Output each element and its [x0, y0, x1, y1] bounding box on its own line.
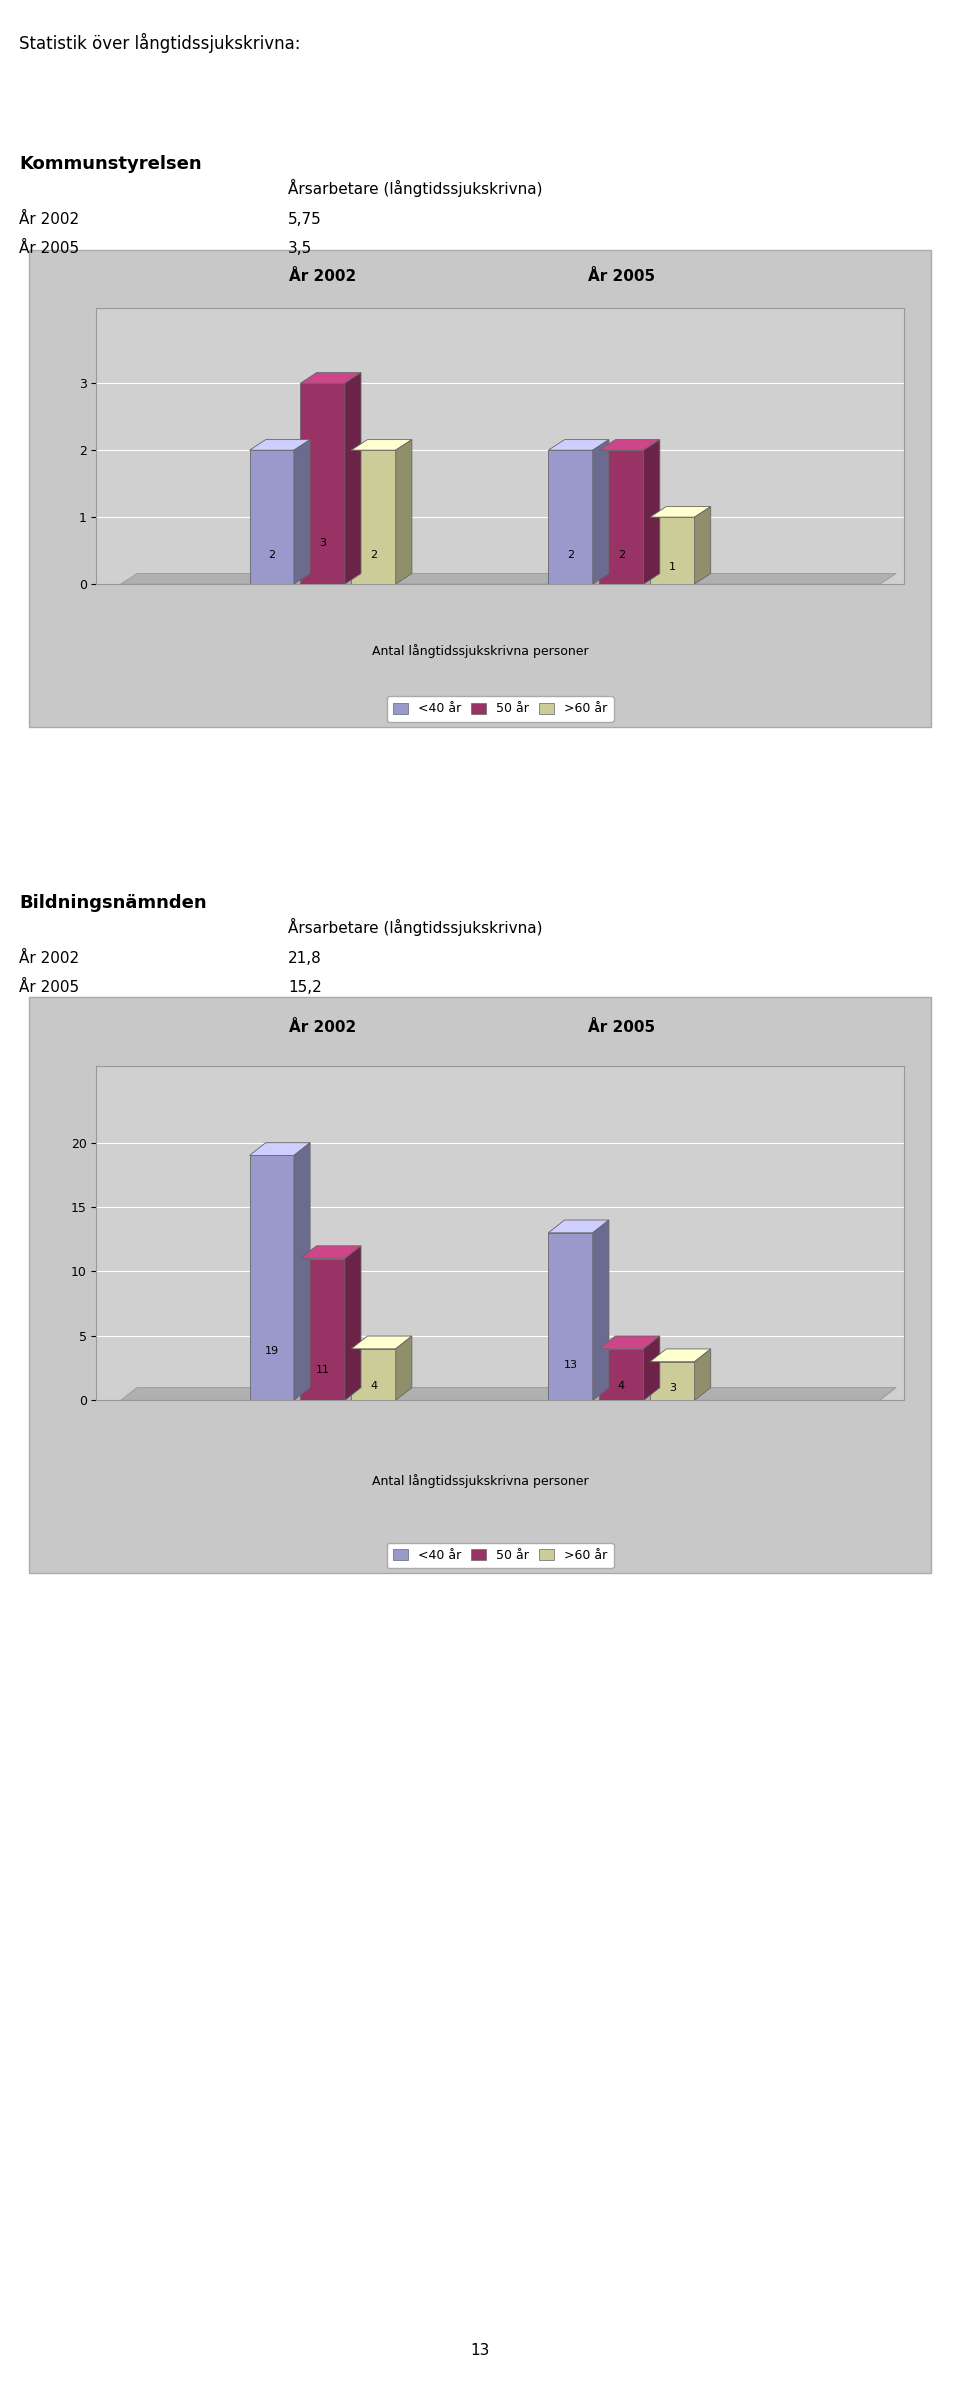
Polygon shape	[548, 439, 609, 451]
Text: 13: 13	[564, 1361, 578, 1371]
Polygon shape	[345, 1247, 361, 1399]
Bar	[599, 451, 643, 584]
Polygon shape	[643, 1335, 660, 1399]
Polygon shape	[592, 439, 609, 584]
Polygon shape	[345, 372, 361, 584]
Text: År 2005: År 2005	[588, 1020, 655, 1035]
Text: År 2005: År 2005	[19, 241, 80, 255]
Bar	[599, 1349, 643, 1399]
Polygon shape	[694, 1349, 710, 1399]
Text: Bildningsnämnden: Bildningsnämnden	[19, 894, 206, 913]
Bar	[650, 1361, 694, 1399]
Polygon shape	[351, 439, 412, 451]
Text: 2: 2	[618, 551, 625, 560]
Bar	[300, 384, 345, 584]
Text: 21,8: 21,8	[288, 951, 322, 966]
Text: År 2002: År 2002	[19, 951, 80, 966]
Text: År 2005: År 2005	[588, 269, 655, 284]
Text: 4: 4	[370, 1380, 377, 1392]
Polygon shape	[599, 439, 660, 451]
Bar	[351, 1349, 396, 1399]
Polygon shape	[396, 1335, 412, 1399]
Polygon shape	[694, 505, 710, 584]
Bar	[250, 451, 294, 584]
Bar	[548, 451, 592, 584]
Polygon shape	[650, 505, 710, 517]
Bar	[250, 1156, 294, 1399]
Bar	[300, 1259, 345, 1399]
Text: Antal långtidssjukskrivna personer: Antal långtidssjukskrivna personer	[372, 644, 588, 658]
Text: 2: 2	[268, 551, 276, 560]
Polygon shape	[592, 1221, 609, 1399]
Polygon shape	[548, 1221, 609, 1233]
Polygon shape	[300, 1247, 361, 1259]
Text: År 2002: År 2002	[289, 1020, 356, 1035]
Polygon shape	[351, 1335, 412, 1349]
Polygon shape	[300, 372, 361, 384]
Text: 3,5: 3,5	[288, 241, 312, 255]
Text: 2: 2	[567, 551, 574, 560]
Text: 1: 1	[669, 563, 676, 572]
Legend: <40 år, 50 år, >60 år: <40 år, 50 år, >60 år	[387, 696, 613, 722]
Polygon shape	[121, 575, 896, 584]
Polygon shape	[121, 1387, 896, 1399]
Text: Statistik över långtidssjukskrivna:: Statistik över långtidssjukskrivna:	[19, 33, 300, 52]
Text: Årsarbetare (långtidssjukskrivna): Årsarbetare (långtidssjukskrivna)	[288, 179, 542, 198]
Text: Antal långtidssjukskrivna personer: Antal långtidssjukskrivna personer	[372, 1473, 588, 1488]
Text: 3: 3	[319, 539, 326, 548]
Text: 15,2: 15,2	[288, 980, 322, 994]
Text: År 2005: År 2005	[19, 980, 80, 994]
Polygon shape	[250, 1142, 310, 1156]
Polygon shape	[599, 1335, 660, 1349]
Text: 3: 3	[669, 1383, 676, 1392]
Text: 2: 2	[370, 551, 377, 560]
Text: 5,75: 5,75	[288, 212, 322, 226]
Text: År 2002: År 2002	[19, 212, 80, 226]
Bar	[650, 517, 694, 584]
Polygon shape	[396, 439, 412, 584]
Text: Årsarbetare (långtidssjukskrivna): Årsarbetare (långtidssjukskrivna)	[288, 918, 542, 937]
Text: 11: 11	[316, 1364, 329, 1376]
Text: 4: 4	[618, 1380, 625, 1392]
Text: Kommunstyrelsen: Kommunstyrelsen	[19, 155, 202, 174]
Text: 13: 13	[470, 2343, 490, 2358]
Legend: <40 år, 50 år, >60 år: <40 år, 50 år, >60 år	[387, 1542, 613, 1569]
Polygon shape	[250, 439, 310, 451]
Text: År 2002: År 2002	[289, 269, 356, 284]
Polygon shape	[294, 1142, 310, 1399]
Text: 19: 19	[265, 1347, 278, 1356]
Polygon shape	[650, 1349, 710, 1361]
Polygon shape	[643, 439, 660, 584]
Bar	[548, 1233, 592, 1399]
Bar	[351, 451, 396, 584]
Polygon shape	[294, 439, 310, 584]
